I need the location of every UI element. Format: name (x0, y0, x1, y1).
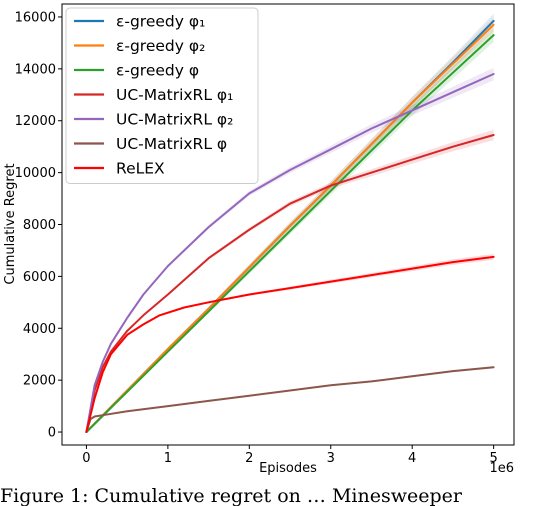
series-band-6 (86, 253, 494, 432)
x-tick-label: 0 (82, 451, 90, 466)
series-line-4 (85, 73, 495, 433)
x-tick-label: 5 (489, 451, 497, 466)
axes: 0 1 2 3 4 5 0 2000 4000 6000 8000 10000 12000 14000 16… (15, 3, 515, 466)
y-tick-label: 12000 (15, 114, 56, 129)
legend-label: ε-greedy φ₁ (116, 13, 205, 31)
chart: 0 1 2 3 4 5 0 2000 4000 6000 8000 10000 12000 14000 16… (3, 3, 515, 476)
y-tick-label: 4000 (23, 322, 56, 337)
legend-box (65, 7, 259, 184)
legend-label: ReLEX (116, 160, 165, 178)
series-line-6 (85, 255, 495, 433)
x-axis-label: Episodes (259, 461, 317, 476)
y-tick-label: 14000 (15, 62, 56, 77)
series-lines (85, 19, 495, 433)
legend-label: UC-MatrixRL φ (116, 135, 227, 153)
legend-label: UC-MatrixRL φ₁ (116, 86, 233, 104)
y-tick-label: 10000 (15, 166, 56, 181)
legend-label: ε-greedy φ (116, 62, 199, 80)
series-line-1 (85, 23, 495, 433)
legend-label: ε-greedy φ₂ (116, 37, 205, 55)
y-axis-label: Cumulative Regret (3, 163, 18, 284)
y-tick-label: 0 (48, 426, 56, 441)
legend-label: UC-MatrixRL φ₂ (116, 111, 233, 129)
y-tick-label: 2000 (23, 374, 56, 389)
series-line-5 (85, 366, 495, 433)
y-tick-label: 6000 (23, 270, 56, 285)
series-band-0 (86, 13, 494, 433)
series-line-3 (85, 134, 495, 433)
x-tick-label: 4 (408, 451, 416, 466)
figure-caption: Figure 1: Cumulative regret on … Mineswe… (0, 487, 462, 506)
y-tick-label: 8000 (23, 218, 56, 233)
x-tick-label: 3 (327, 451, 335, 466)
legend: ε-greedy φ₁ ε-greedy φ₂ ε-greedy φ UC-Matri… (65, 7, 259, 184)
y-tick-label: 16000 (15, 10, 56, 25)
series-line-2 (85, 34, 495, 433)
x-tick-label: 2 (245, 451, 253, 466)
x-tick-label: 1 (164, 451, 172, 466)
x-offset-label: 1e6 (489, 461, 514, 476)
